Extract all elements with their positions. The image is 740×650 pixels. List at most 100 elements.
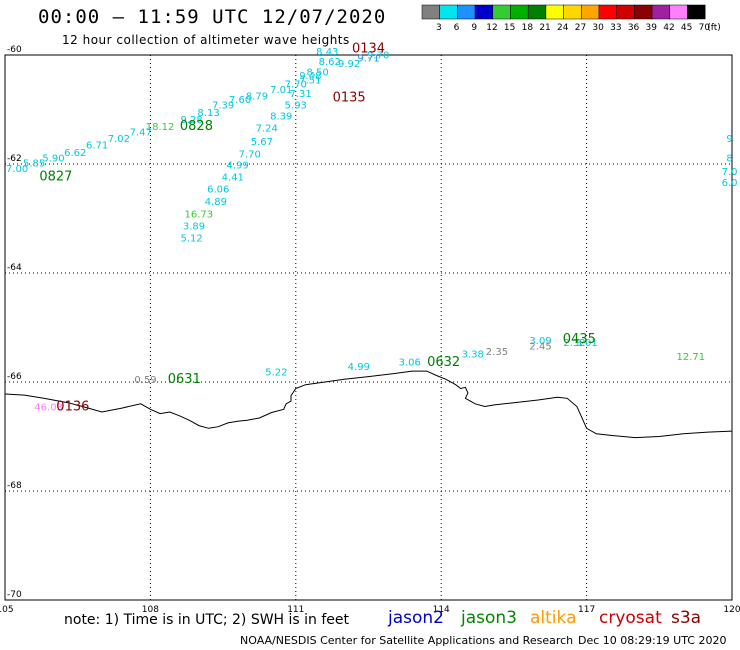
wave-height-label: 12.71 [676, 352, 705, 363]
wave-height-label: 7.70 [239, 149, 261, 160]
footer-credit: NOAA/NESDIS Center for Satellite Applica… [240, 634, 574, 647]
y-tick-label: -60 [7, 45, 22, 55]
wave-height-label: 18.12 [146, 122, 175, 133]
wave-height-label: 3.06 [399, 358, 421, 369]
color-scale: 3 6 9 12 15 18 21 24 27 30 33 36 39 42 45 70(ft) [421, 4, 721, 33]
y-tick-label: -62 [7, 154, 22, 164]
color-scale-swatch [457, 4, 476, 20]
wave-height-label: 7.51 [299, 75, 321, 86]
footer-note: note: 1) Time is in UTC; 2) SWH is in fe… [64, 612, 350, 628]
color-scale-label: 15 [504, 23, 515, 33]
x-tick-label: 114 [433, 605, 450, 615]
chart-subtitle: 12 hour collection of altimeter wave hei… [62, 33, 350, 47]
color-scale-swatch [474, 4, 494, 20]
color-scale-label: 24 [557, 23, 569, 33]
pass-time-label: 0136 [56, 399, 89, 414]
x-tick-label: 108 [142, 605, 159, 615]
color-scale-swatch [492, 4, 511, 20]
wave-height-label: 3.09 [529, 336, 551, 347]
color-scale-swatch [651, 4, 671, 20]
wave-height-label: 3.01 [575, 338, 597, 349]
color-scale-swatch [669, 4, 688, 20]
color-scale-swatch [527, 4, 547, 20]
color-scale-label: 18 [522, 23, 534, 33]
wave-height-label: 8.50 [306, 68, 328, 79]
wave-height-label: 46.03 [34, 402, 63, 413]
y-tick-label: -66 [7, 372, 22, 382]
pass-time-label: 0828 [180, 119, 213, 134]
color-scale-swatch [510, 4, 529, 20]
color-scale-label: 21 [539, 23, 550, 33]
color-scale-swatch [421, 4, 440, 20]
satellite-legend-s3a: s3a [671, 608, 702, 628]
wave-height-label: 8 [726, 153, 732, 164]
pass-time-label: 0827 [39, 169, 72, 184]
wave-height-label: 7.47 [130, 128, 152, 139]
color-scale-label: 39 [646, 23, 658, 33]
wave-height-label: 5.93 [285, 100, 307, 111]
wave-height-label: 7.0 [722, 167, 738, 178]
wave-height-label: 9.92 [338, 59, 360, 70]
pass-time-label: 0632 [427, 355, 460, 370]
color-scale-label: 45 [681, 23, 692, 33]
color-scale-swatch [634, 4, 653, 20]
pass-time-label: 0631 [168, 372, 201, 387]
wave-height-label: 6.62 [64, 148, 86, 159]
color-scale-label: 42 [663, 23, 674, 33]
wave-height-label: 7.24 [256, 123, 278, 134]
wave-height-label: 5.12 [180, 233, 202, 244]
wave-height-label: 4.89 [205, 197, 227, 208]
color-scale-label: 9 [471, 23, 477, 33]
satellite-legend-cryosat: cryosat [599, 608, 662, 628]
wave-height-label: 0.59 [134, 375, 156, 386]
grid-lines [5, 55, 732, 600]
wave-height-label: 8.13 [197, 108, 219, 119]
wave-height-label: 6.0 [722, 178, 738, 189]
wave-height-label: 6.71 [86, 141, 108, 152]
wave-height-label: 4.41 [222, 172, 244, 183]
color-scale-label: 36 [628, 23, 640, 33]
pass-time-label: 0134 [352, 41, 385, 56]
wave-height-label: 7.39 [212, 100, 234, 111]
wave-height-label: 9.48 [299, 71, 321, 82]
plot-frame [4, 54, 733, 601]
wave-height-label: 5.85 [23, 159, 45, 170]
satellite-legend-jason3: jason3 [461, 608, 517, 628]
wave-height-label: 9.28 [180, 115, 202, 126]
x-tick-label: 111 [287, 605, 304, 615]
wave-height-label: 7.01 [270, 85, 292, 96]
wave-height-label: 7.60 [229, 95, 251, 106]
color-scale-label: 30 [592, 23, 604, 33]
wave-height-label: 5.90 [42, 153, 64, 164]
color-scale-swatch [439, 4, 458, 20]
color-scale-label: 6 [454, 23, 460, 33]
wave-height-label: 9.70 [367, 50, 389, 61]
wave-height-label: 6.06 [207, 184, 229, 195]
wave-height-label: 8.62 [319, 57, 341, 68]
wave-height-label: 9 [726, 134, 732, 145]
pass-time-label: 0435 [563, 332, 596, 347]
wave-height-label: 16.73 [185, 209, 214, 220]
color-scale-swatch [563, 4, 582, 20]
color-scale-swatch [687, 4, 706, 20]
wave-height-label: 3.89 [183, 221, 205, 232]
wave-height-label: 8.79 [246, 92, 268, 103]
wave-height-label: 7.31 [290, 89, 312, 100]
color-scale-label: 70 [699, 23, 711, 33]
y-tick-label: -64 [7, 263, 22, 273]
pass-time-label: 0135 [333, 90, 366, 105]
wave-height-label: 2.35 [486, 347, 508, 358]
wave-height-label: 7.00 [6, 164, 28, 175]
chart-title: 00:00 – 11:59 UTC 12/07/2020 [38, 6, 387, 28]
wave-height-label: 7.02 [108, 134, 130, 145]
wave-height-label: 4.99 [348, 362, 370, 373]
x-tick-label: 117 [578, 605, 595, 615]
wave-height-label: 5.22 [265, 367, 287, 378]
x-tick-label: 105 [0, 605, 14, 615]
wave-height-label: 4.99 [227, 160, 249, 171]
wave-height-label: 5.67 [251, 137, 273, 148]
color-scale-label: 27 [575, 23, 586, 33]
pass-time-labels: 0134 0135 0828 0827 0435 0632 0631 0136 [39, 41, 596, 414]
color-scale-label: 12 [486, 23, 497, 33]
antarctic-coastline [4, 370, 733, 439]
